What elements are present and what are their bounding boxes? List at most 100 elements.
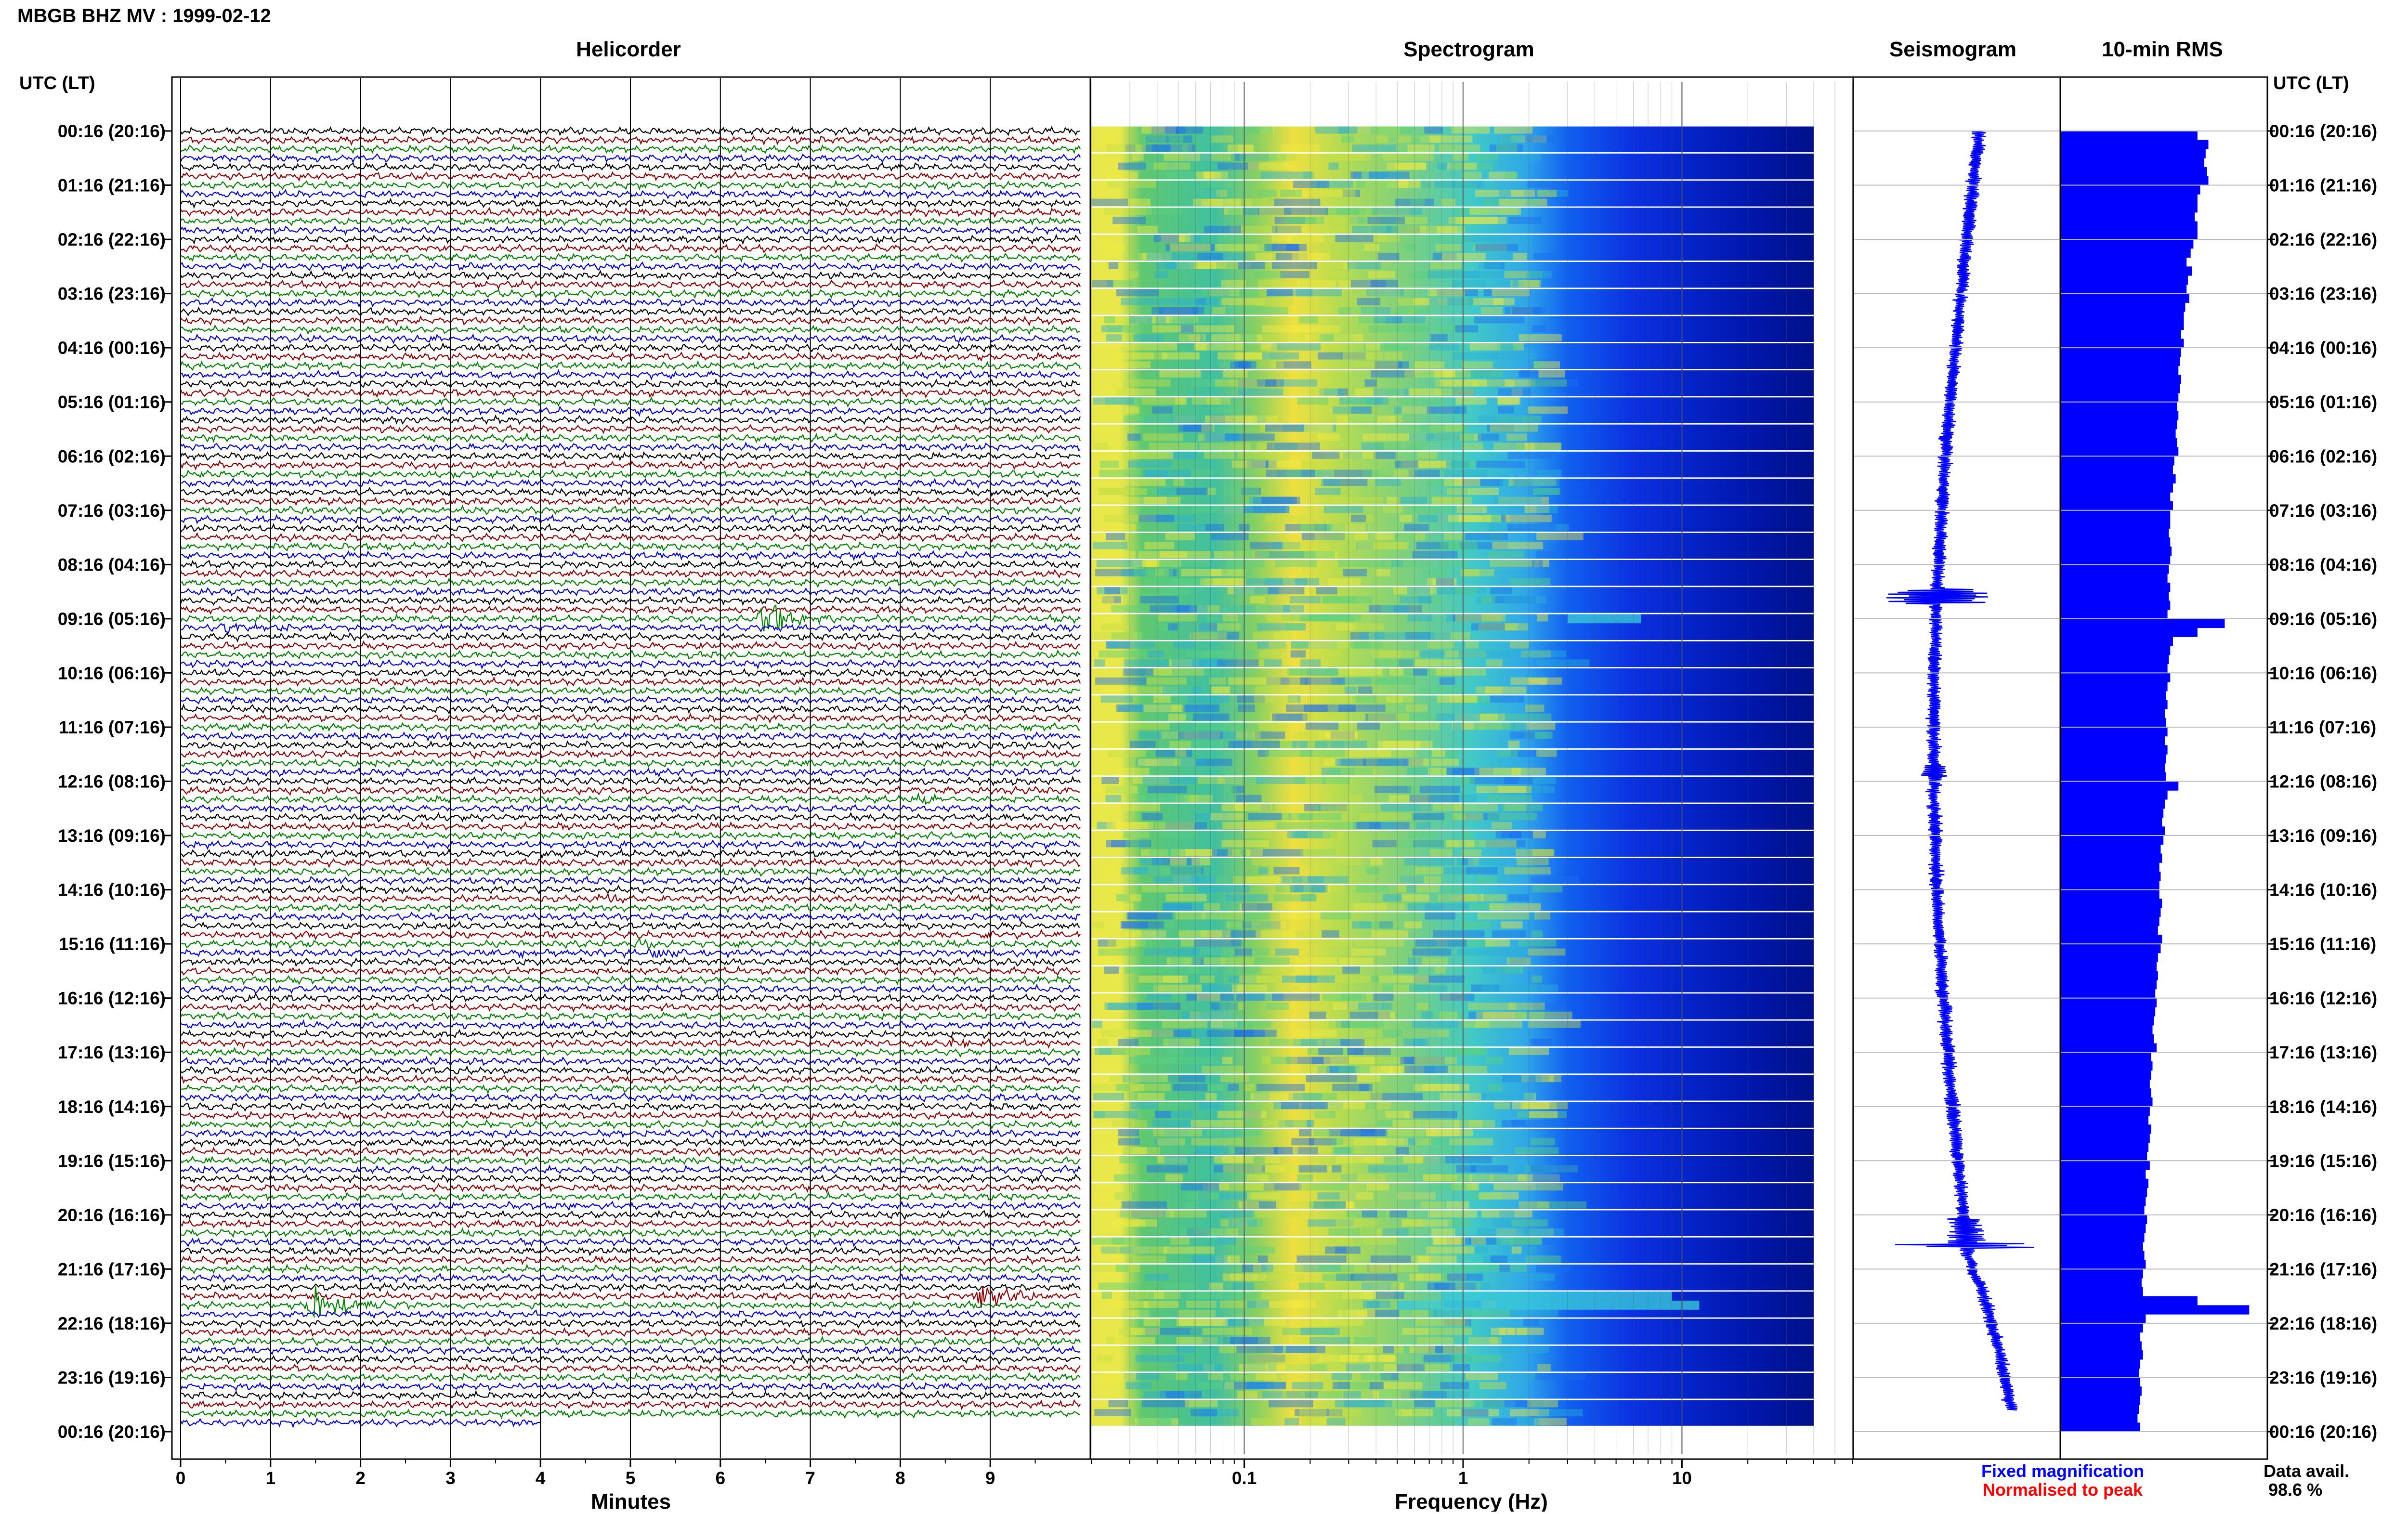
spectrogram-cell [1135,316,1180,324]
spectrogram-cell [1493,298,1504,306]
spectrogram-xlabel: Frequency (Hz) [1395,1490,1548,1512]
spectrogram-cell [1281,144,1320,152]
spectrogram-cell [1228,569,1244,576]
rms-bar [2061,980,2157,990]
spectrogram-cell [1533,253,1561,261]
spectrogram-cell [1257,1255,1268,1263]
spectrogram-cell [1418,596,1431,603]
spectrogram-cell [1107,171,1138,179]
spectrogram-cell [1176,1337,1217,1344]
spectrogram-cell [1116,1083,1129,1091]
spectrogram-gap [1091,613,1814,614]
spectrogram-cell [1493,1183,1537,1191]
spectrogram-cell [1328,768,1374,775]
spectrogram-cell [1124,659,1169,667]
spectrogram-cell [1115,361,1151,369]
spectrogram-cell [1383,1382,1423,1389]
spectrogram-cell [1148,1102,1179,1109]
rms-bar [2061,736,2165,745]
time-label-right: 09:16 (05:16) [2269,609,2377,629]
spectrogram-cell [1408,388,1442,396]
spectrogram-cell [1349,795,1363,802]
spectrogram-cell [1300,1328,1340,1335]
spectrogram-cell [1183,424,1213,432]
rms-bar [2061,420,2177,430]
spectrogram-cell [1480,948,1527,956]
spectrogram-cell [1449,695,1479,703]
rms-bar [2061,1395,2141,1405]
spectrogram-cell [1524,731,1553,739]
spectrogram-cell [1264,578,1308,586]
rms-bar [2061,1251,2145,1261]
spectrogram-cell [1533,487,1559,495]
rms-bar [2061,1188,2147,1197]
spectrogram-cell [1143,1391,1191,1398]
spectrogram-cell [1444,650,1487,658]
rms-bar [2061,582,2171,592]
spectrogram-gap [1091,396,1814,398]
spectrogram-cell [1452,813,1484,821]
spectrogram-cell [1339,1201,1354,1209]
spectrogram-cell [1254,695,1297,703]
spectrogram-cell [1185,325,1234,333]
spectrogram-cell [1501,135,1518,143]
spectrogram-gap [1091,423,1814,425]
spectrogram-cell [1284,1165,1318,1173]
spectrogram-cell [1143,885,1195,893]
spectrogram-cell [1248,813,1292,821]
spectrogram-cell [1253,496,1300,504]
figure-title: MBGB BHZ MV : 1999-02-12 [17,5,271,26]
spectrogram-cell [1402,1328,1428,1335]
spectrogram-cell [1126,912,1158,920]
spectrogram-cell [1141,1400,1189,1408]
spectrogram-cell [1245,1301,1269,1308]
spectrogram-cell [1490,1337,1502,1344]
spectrogram-cell [1421,181,1457,188]
spectrogram-cell [1207,289,1230,297]
spectrogram-cell [1434,1282,1477,1290]
spectrogram-cell [1309,614,1355,622]
spectrogram-cell [1439,677,1455,685]
spectrogram-cell [1196,298,1206,306]
spectrogram-cell [1445,1156,1492,1163]
spectrogram-cell [1163,903,1179,911]
spectrogram-cell [1423,1273,1470,1281]
spectrogram-cell [1137,225,1158,233]
spectrogram-cell [1379,470,1415,477]
spectrogram-cell [1332,1083,1369,1091]
spectrogram-cell [1125,894,1141,901]
spectrogram-cell [1216,1292,1262,1299]
spectrogram-cell [1223,1382,1274,1389]
spectrogram-cell [1136,758,1173,766]
spectrogram-cell [1242,903,1272,911]
spectrogram-cell [1290,885,1304,893]
spectrogram-cell [1365,397,1388,405]
spectrogram-x-tick-label: 10 [1672,1468,1692,1488]
spectrogram-cell [1252,1210,1284,1218]
spectrogram-cell [1517,1328,1527,1335]
spectrogram-cell [1474,370,1492,378]
spectrogram-cell [1209,677,1226,685]
spectrogram-cell [1447,162,1462,170]
rms-frame [2059,76,2268,1460]
spectrogram-cell [1171,144,1188,152]
spectrogram-cell [1162,903,1192,911]
spectrogram-cell [1198,885,1250,893]
spectrogram-cell [1465,894,1507,901]
spectrogram-cell [1336,858,1362,865]
spectrogram-cell [1247,460,1277,468]
time-label-right: 18:16 (14:16) [2269,1097,2377,1117]
spectrogram-cell [1481,984,1494,992]
rms-bar [2061,763,2165,773]
spectrogram-cell [1510,280,1541,287]
spectrogram-cell [1504,596,1546,603]
spectrogram-cell [1364,181,1408,188]
spectrogram-cell [1529,271,1543,278]
spectrogram-cell [1452,1355,1501,1362]
spectrogram-cell [1321,912,1351,920]
spectrogram-cell [1285,1120,1315,1127]
spectrogram-cell [1492,542,1544,549]
spectrogram-cell [1492,289,1530,297]
spectrogram-cell [1250,1093,1293,1100]
spectrogram-cell [1447,1273,1483,1281]
